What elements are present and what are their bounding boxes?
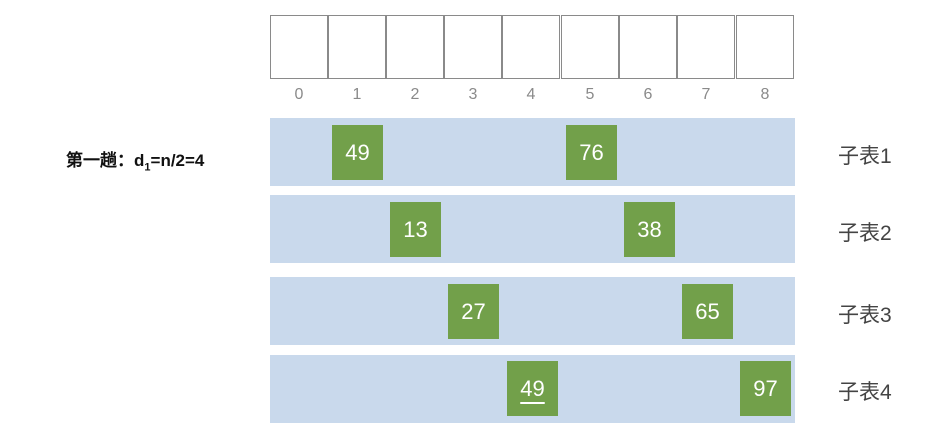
subtable-band-2 [270,195,795,263]
array-cell-5 [561,15,619,79]
element-box: 49 [332,125,383,180]
pass-label-subscript: 1 [144,161,151,174]
index-label: 8 [760,86,770,103]
element-box: 13 [390,202,441,257]
array-cell-3 [444,15,502,79]
pass-label-prefix: 第一趟：d [66,151,145,170]
index-label: 5 [585,86,595,103]
element-box: 97 [740,361,791,416]
index-label: 3 [468,86,478,103]
index-label: 2 [410,86,420,103]
array-cell-8 [736,15,794,79]
array-cell-1 [328,15,386,79]
subtable-label: 子表3 [838,304,892,327]
index-label: 4 [526,86,536,103]
subtable-label: 子表4 [838,381,892,404]
index-label: 7 [701,86,711,103]
element-value-underlined: 49 [520,376,545,401]
index-label: 6 [643,86,653,103]
pass-label: 第一趟：d1=n/2=4 [66,146,204,173]
element-box: 65 [682,284,733,339]
array-cell-4 [502,15,560,79]
array-cell-0 [270,15,328,79]
subtable-label: 子表2 [838,222,892,245]
element-box: 76 [566,125,617,180]
element-box: 27 [448,284,499,339]
index-label: 0 [294,86,304,103]
subtable-label: 子表1 [838,145,892,168]
array-cell-6 [619,15,677,79]
element-box: 49 [507,361,558,416]
pass-label-suffix: =n/2=4 [150,151,205,170]
array-cell-7 [677,15,735,79]
array-cell-2 [386,15,444,79]
index-label: 1 [352,86,362,103]
element-box: 38 [624,202,675,257]
